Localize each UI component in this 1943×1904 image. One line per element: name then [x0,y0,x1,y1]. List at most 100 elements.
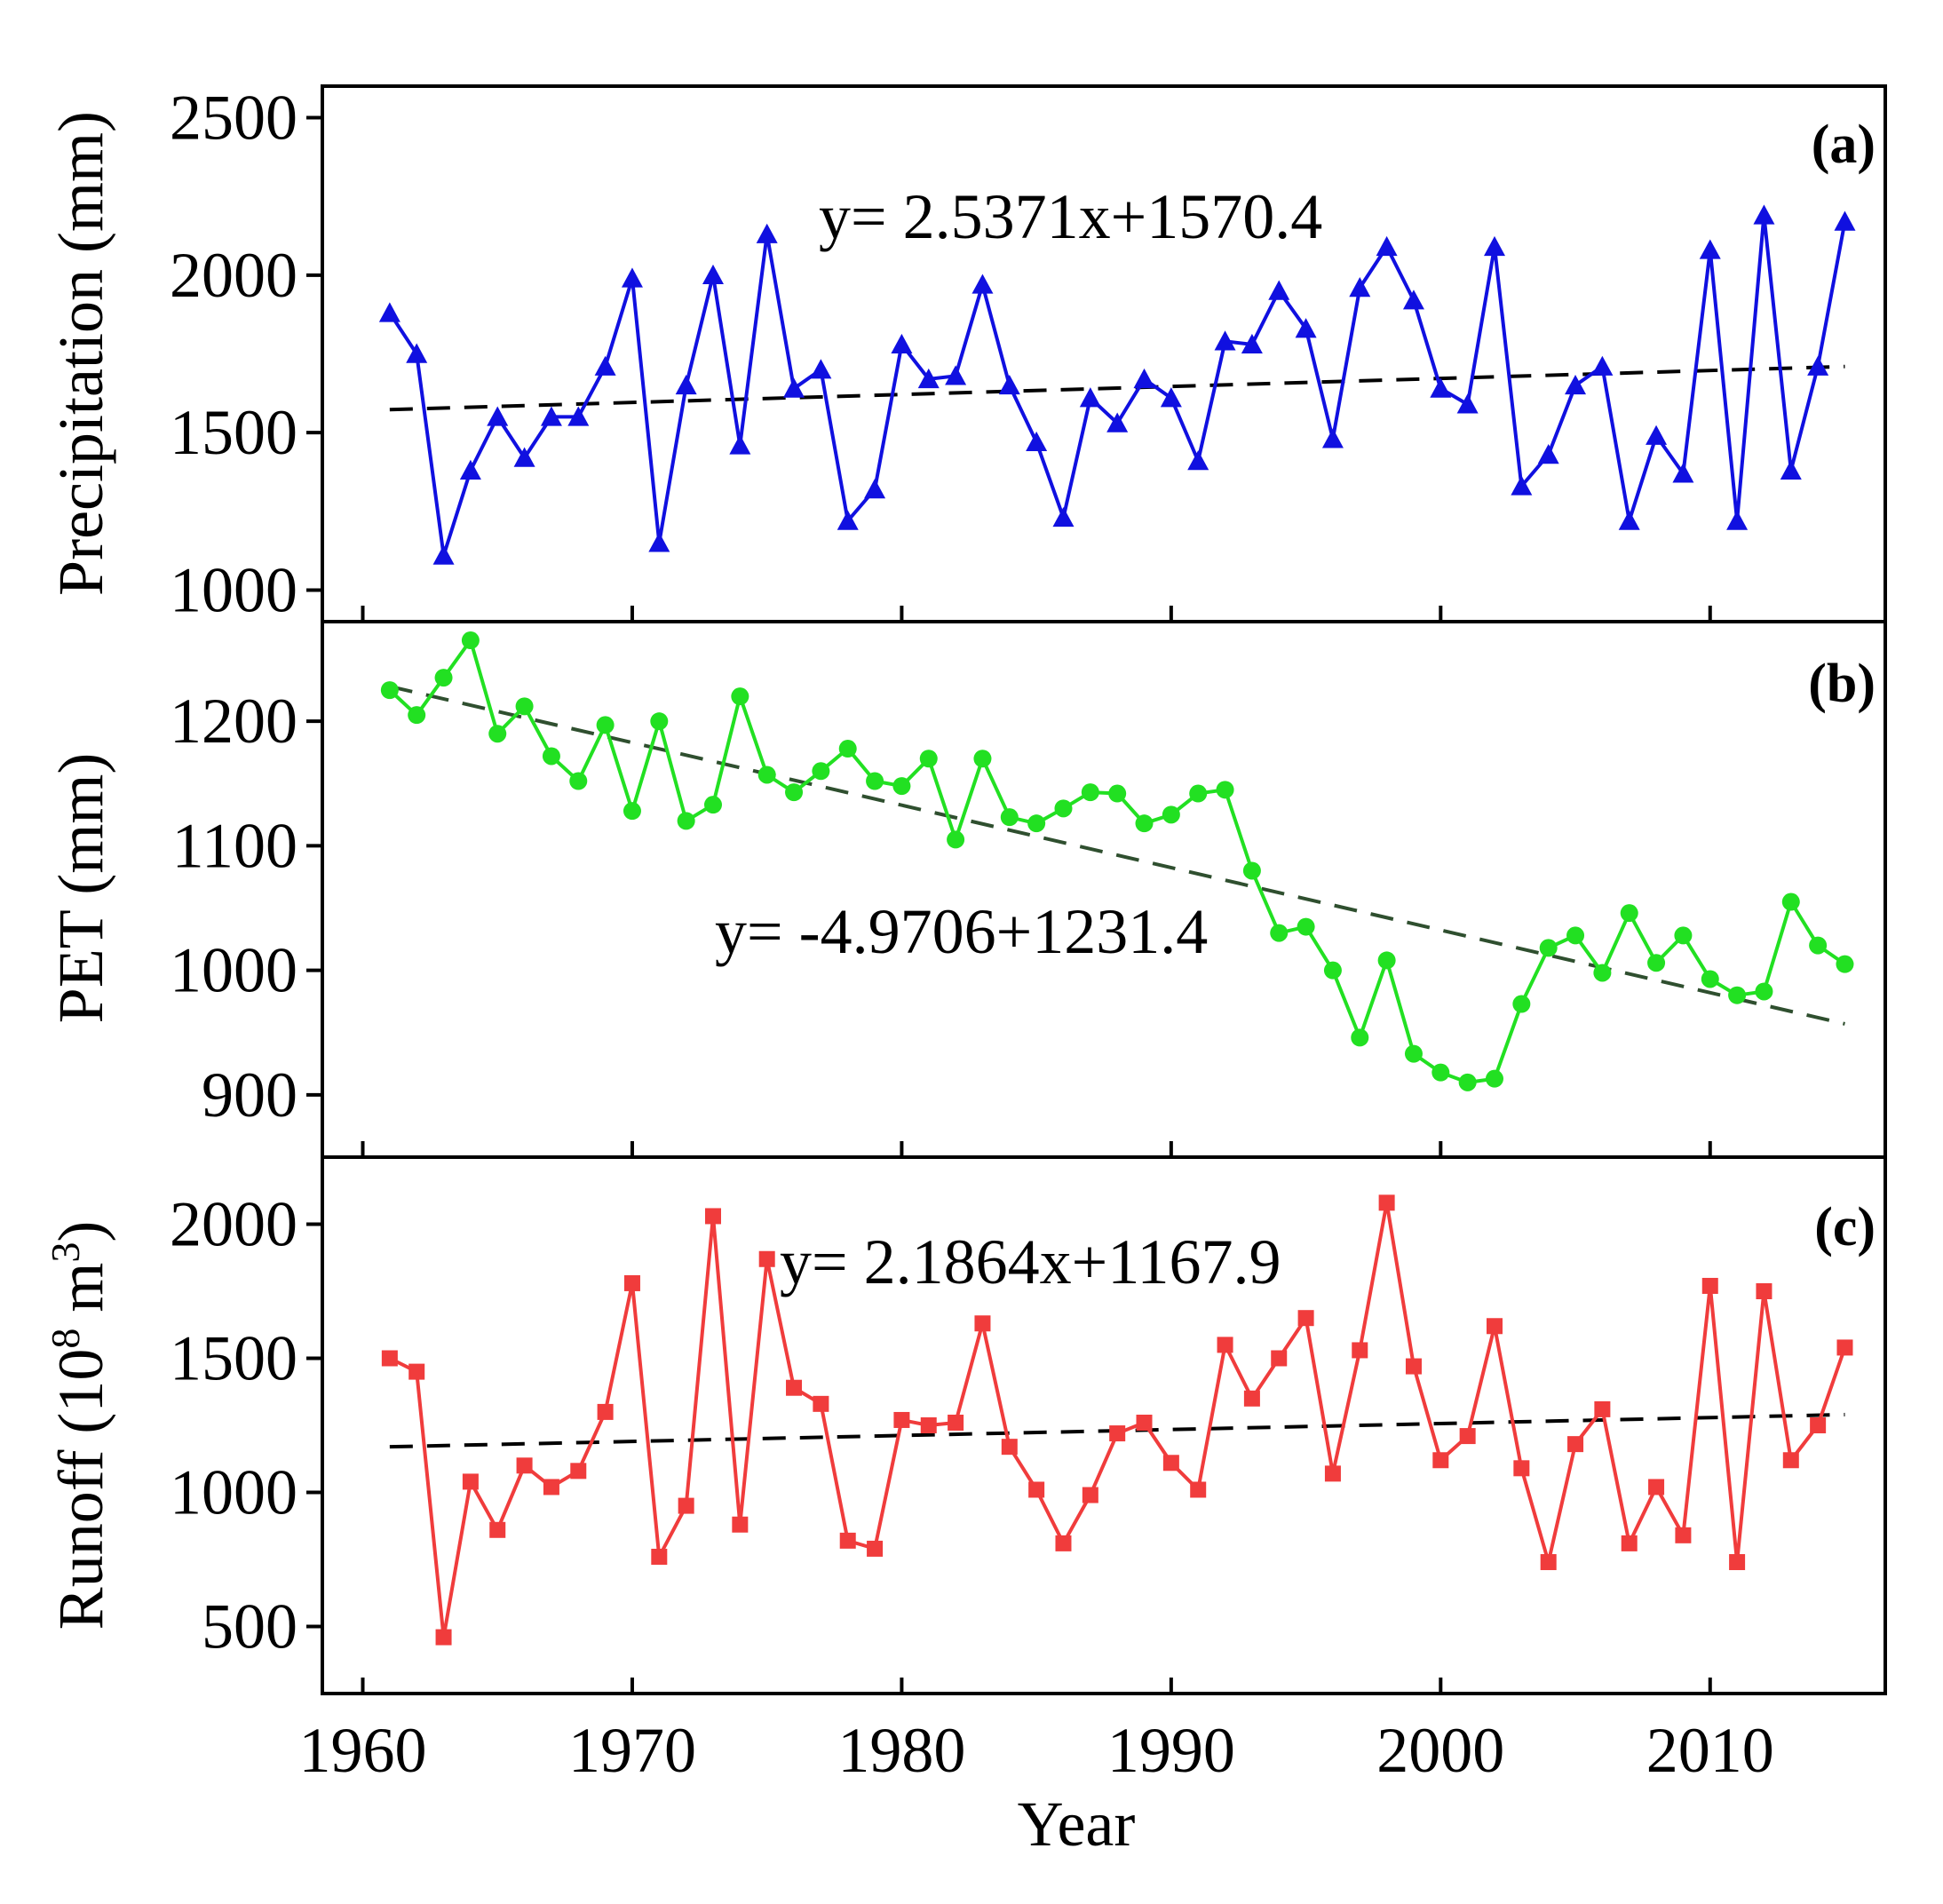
panel-c-point [1540,1554,1557,1571]
panel-a-point [594,355,616,376]
panel-a-point [1699,239,1721,259]
panel-b-point [1781,892,1800,911]
panel-b-point [623,802,641,821]
panel-a-point [1511,475,1533,496]
panel-c-point [867,1540,884,1557]
panel-c-frame [321,1155,1887,1695]
panel-c-point [1378,1194,1395,1211]
panel-a-point [540,406,562,426]
panel-c-point [1271,1350,1288,1367]
panel-b-point [1054,799,1073,818]
panel-c-y-axis-title: Runoff (108 m3) [43,1221,116,1630]
panel-a-point [837,510,859,530]
panel-b-point [1593,964,1612,982]
panel-b-point [1512,995,1531,1013]
panel-a-point [648,532,670,552]
panel-b-y-tick-label: 1000 [170,935,297,1006]
panel-c-point [1836,1339,1853,1356]
panel-a-point [1160,387,1182,408]
panel-a-point [1026,431,1048,452]
panel-a-point [621,267,643,288]
panel-c-point [435,1629,452,1646]
panel-b-point [1404,1044,1423,1063]
panel-c-point [974,1315,991,1332]
panel-b-point [1297,917,1315,936]
panel-a-point [567,406,590,426]
panel-a-point [1241,333,1263,354]
x-tick-label: 1970 [568,1715,696,1786]
x-tick-label: 1960 [299,1715,427,1786]
panel-b-point [1701,970,1719,988]
panel-a-point [702,264,724,285]
panel-a-point [432,544,455,565]
panel-b-point [542,747,560,766]
panel-c-point [1055,1535,1072,1551]
panel-b-point [434,669,453,687]
panel-b-point [785,783,804,802]
panel-a-point [1834,210,1856,231]
panel-c-point [623,1274,640,1291]
panel-c-point [1352,1342,1368,1359]
panel-a-point [1214,330,1236,351]
panel-b-point [650,712,669,731]
panel-a-point [1430,377,1452,398]
panel-b-point [1431,1063,1450,1082]
panel-c-point [1567,1436,1584,1453]
panel-b-point [1539,939,1558,957]
panel-b-point [757,766,776,784]
panel-a-point [972,274,994,294]
panel-b-point [596,716,615,734]
panel-c-point [570,1463,587,1480]
panel-c-point [1136,1414,1153,1431]
panel-a-point [756,223,778,243]
panel-c-point [1782,1452,1799,1469]
panel-a-point [1187,450,1209,471]
panel-b-point [1755,982,1773,1001]
panel-c-point [1405,1358,1422,1375]
x-tick-label: 2010 [1646,1715,1774,1786]
panel-a-equation: y= 2.5371x+1570.4 [819,181,1322,252]
panel-c-point [948,1414,964,1431]
panel-b-point [1647,954,1666,972]
panel-b-point [1486,1069,1503,1088]
panel-a-point [1402,290,1424,310]
panel-b-point [704,796,722,814]
panel-c-point [758,1250,775,1267]
panel-b-point [1323,961,1342,980]
panel-a-y-axis-title: Precipitation (mm) [45,111,116,596]
axis-ticks: 1000 1500 2000 2500 900 1000 1100 1200 500 1000 15… [170,82,1774,1786]
panel-c-point [732,1516,749,1533]
panel-b-label: (b) [1808,654,1876,714]
panel-a-point [998,374,1020,395]
panel-a-point [1753,204,1775,225]
panel-c-point [705,1208,721,1225]
panel-a-point [1484,235,1505,257]
panel-c-point [678,1497,694,1514]
panel-c-point [1648,1479,1665,1495]
panel-b-point [1242,861,1261,880]
panel-a-point [459,459,481,480]
panel-a-point [1052,506,1075,528]
panel-b-point [1620,904,1638,923]
panel-a-frame [321,84,1887,623]
panel-a-point [1268,280,1290,300]
panel-b-point [1000,808,1019,827]
panel-a-y-tick-label: 2000 [170,240,297,311]
panel-c-point [893,1411,910,1428]
panel-c-point [1675,1527,1692,1543]
panel-c-y-tick-label: 500 [202,1591,297,1662]
panel-a-point [864,479,886,499]
panel-b-point [812,762,830,781]
panel-c-point [462,1473,479,1490]
panel-b-point [1377,951,1396,970]
panel-b-series-line [388,636,1846,1084]
panel-c-point [1324,1465,1341,1482]
panel-b-point [947,830,965,849]
panel-a-point [1807,355,1829,376]
panel-c-point [489,1521,506,1538]
panel-c-equation: y= 2.1864x+1167.9 [780,1226,1281,1297]
panel-a-point [1349,277,1371,298]
panel-b-y-axis-title: PET (mm) [45,753,116,1024]
panel-a-point [1079,387,1101,408]
